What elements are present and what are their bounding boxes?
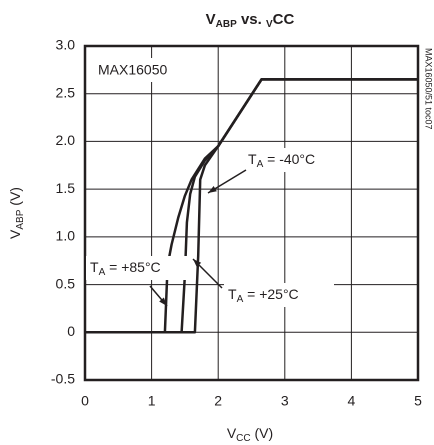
y-tick-label: 2.5 xyxy=(56,84,76,100)
series-line xyxy=(85,78,418,334)
x-tick-label: 1 xyxy=(148,393,156,409)
x-tick-label: 4 xyxy=(348,393,356,409)
chart-title: VABP vs. VCC xyxy=(206,11,295,30)
series-annotation: TA = +85°C xyxy=(90,259,161,278)
text-part: (V) xyxy=(251,425,274,441)
text-part: A xyxy=(99,267,106,278)
text-part: V xyxy=(206,11,216,28)
text-part: = -40°C xyxy=(263,151,315,167)
text-part: CC xyxy=(236,433,250,444)
y-tick-label: 1.5 xyxy=(56,180,76,196)
text-part: ABP xyxy=(15,209,26,229)
text-part: = +25°C xyxy=(243,286,298,302)
text-part: T xyxy=(248,151,257,167)
y-tick-label: -0.5 xyxy=(51,371,75,387)
device-label: MAX16050 xyxy=(98,62,167,78)
x-tick-label: 0 xyxy=(81,393,89,409)
text-part: CC xyxy=(273,11,295,28)
x-axis-label: VCC (V) xyxy=(227,425,273,444)
y-tick-label: 0.5 xyxy=(56,275,76,291)
y-tick-label: 3.0 xyxy=(56,37,76,53)
x-tick-label: 2 xyxy=(214,393,222,409)
text-part: V xyxy=(7,229,23,239)
text-part: T xyxy=(228,286,237,302)
text-part: vs. xyxy=(237,11,266,28)
text-part: V xyxy=(266,19,273,30)
text-part: T xyxy=(90,259,99,275)
annotation-background xyxy=(86,256,194,280)
plot-border xyxy=(83,44,420,382)
annotation-background xyxy=(224,283,334,307)
text-part: = +85°C xyxy=(105,259,160,275)
x-tick-label: 5 xyxy=(414,393,422,409)
arrow-head xyxy=(193,259,202,268)
text-part: ABP xyxy=(216,19,237,30)
arrow-head xyxy=(159,297,167,306)
y-axis-label: VABP (V) xyxy=(7,187,26,239)
figure-id: MAX16050/51 toc07 xyxy=(424,48,434,130)
series-annotation: TA = -40°C xyxy=(248,151,315,170)
annotation-background xyxy=(244,148,348,172)
text-part: (V) xyxy=(7,187,23,210)
series-annotation: TA = +25°C xyxy=(228,286,299,305)
text-part: A xyxy=(257,159,264,170)
text-part: V xyxy=(227,425,237,441)
arrow-head xyxy=(208,185,217,193)
y-tick-label: 1.0 xyxy=(56,228,76,244)
y-tick-label: 2.0 xyxy=(56,132,76,148)
text-part: A xyxy=(237,294,244,305)
label-background xyxy=(94,58,172,82)
x-tick-label: 3 xyxy=(281,393,289,409)
y-tick-label: 0 xyxy=(67,323,75,339)
